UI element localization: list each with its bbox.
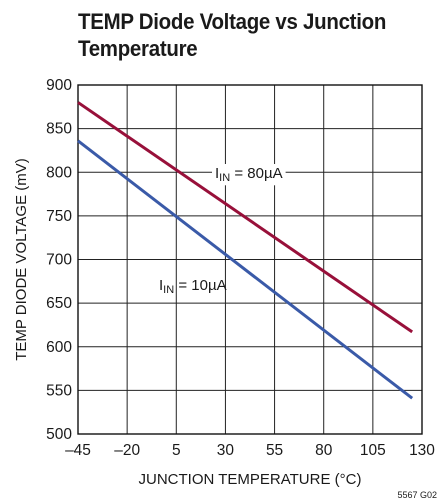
series-lines bbox=[77, 101, 414, 400]
x-tick-label: 130 bbox=[409, 442, 435, 459]
y-tick-label: 650 bbox=[46, 295, 72, 312]
series-line-0 bbox=[77, 101, 414, 334]
y-tick-label: 900 bbox=[46, 77, 72, 94]
x-tick-label: 105 bbox=[360, 442, 386, 459]
series-label-80ua: IIN = 80µA bbox=[215, 165, 283, 184]
series-label-10ua-main: I bbox=[159, 277, 163, 294]
y-axis-label: TEMP DIODE VOLTAGE (mV) bbox=[13, 158, 30, 361]
x-axis-label: JUNCTION TEMPERATURE (°C) bbox=[139, 471, 362, 488]
series-label-80ua-background bbox=[212, 164, 286, 186]
x-tick-label: –20 bbox=[114, 442, 140, 459]
x-tick-label: 5 bbox=[172, 442, 181, 459]
x-tick-label: 30 bbox=[217, 442, 235, 459]
chart-title-line-1: TEMP Diode Voltage vs Junction bbox=[78, 9, 387, 34]
chart-title-line-2: Temperature bbox=[78, 36, 198, 61]
x-tick-label: 80 bbox=[315, 442, 333, 459]
series-label-10ua-rest: = 10µA bbox=[174, 277, 226, 294]
y-tick-label: 600 bbox=[46, 339, 72, 356]
series-line-1 bbox=[77, 139, 414, 400]
x-tick-label: 55 bbox=[266, 442, 283, 459]
y-tick-label: 500 bbox=[46, 426, 72, 443]
x-tick-label: –45 bbox=[65, 442, 91, 459]
plot-border bbox=[77, 84, 423, 435]
y-tick-label: 800 bbox=[46, 164, 72, 181]
plot-frame bbox=[77, 84, 423, 435]
y-tick-labels: 500 550 600 650 700 750 800 850 900 bbox=[46, 77, 72, 443]
series-label-10ua: IIN = 10µA bbox=[159, 277, 227, 296]
series-label-80ua-rest: = 80µA bbox=[230, 165, 282, 182]
figure-code: 5567 G02 bbox=[397, 490, 437, 500]
y-tick-label: 750 bbox=[46, 208, 72, 225]
y-tick-label: 700 bbox=[46, 252, 72, 269]
chart-title: TEMP Diode Voltage vs Junction Temperatu… bbox=[78, 8, 413, 62]
series-label-80ua-sub: IN bbox=[219, 172, 230, 184]
series-label-10ua-sub: IN bbox=[163, 284, 174, 296]
y-tick-label: 550 bbox=[46, 382, 72, 399]
x-tick-labels: –45 –20 5 30 55 80 105 130 bbox=[65, 442, 435, 459]
y-tick-label: 850 bbox=[46, 121, 72, 138]
series-label-80ua-main: I bbox=[215, 165, 219, 182]
